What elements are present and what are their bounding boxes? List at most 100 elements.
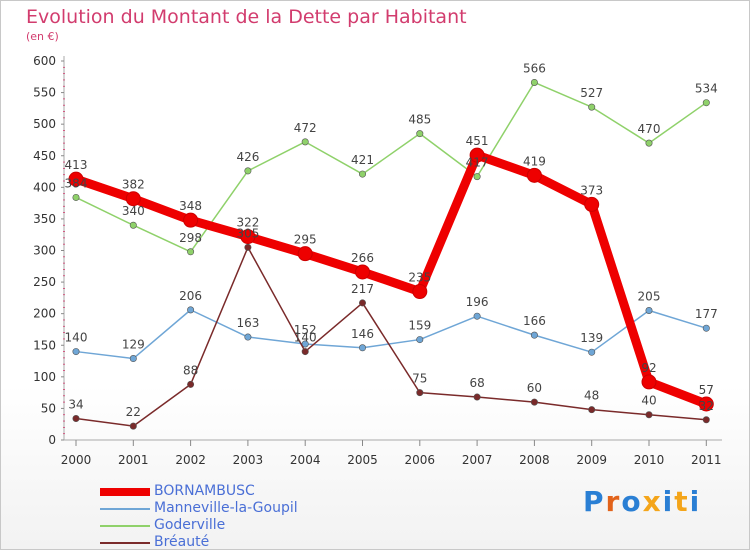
- data-label: 152: [294, 323, 317, 337]
- data-label: 413: [65, 158, 88, 172]
- data-point: [358, 170, 366, 178]
- data-label: 534: [695, 82, 718, 96]
- data-point: [358, 344, 366, 352]
- data-label: 32: [699, 399, 714, 413]
- data-point: [301, 138, 309, 146]
- x-tick-label: 2008: [519, 453, 550, 467]
- data-label: 68: [469, 376, 484, 390]
- data-point: [645, 139, 653, 147]
- y-tick-label: 300: [33, 244, 56, 258]
- data-label: 417: [466, 156, 489, 170]
- data-point: [129, 422, 137, 430]
- data-label: 22: [126, 405, 141, 419]
- data-label: 384: [65, 176, 88, 190]
- data-label: 140: [65, 331, 88, 345]
- data-point: [473, 393, 481, 401]
- data-label: 298: [179, 231, 202, 245]
- data-point: [473, 173, 481, 181]
- data-label: 419: [523, 154, 546, 168]
- x-tick-label: 2009: [576, 453, 607, 467]
- data-point: [702, 416, 710, 424]
- data-point: [530, 398, 538, 406]
- data-point: [358, 299, 366, 307]
- data-point: [530, 331, 538, 339]
- data-label: 34: [68, 398, 83, 412]
- legend-label: Goderville: [154, 517, 226, 533]
- data-label: 40: [641, 394, 656, 408]
- data-label: 470: [638, 122, 661, 136]
- data-label: 451: [466, 134, 489, 148]
- data-point: [412, 284, 428, 300]
- y-tick-label: 150: [33, 338, 56, 352]
- data-label: 140: [294, 331, 317, 345]
- legend-item: Manneville-la-Goupil: [100, 501, 420, 518]
- data-point: [68, 171, 84, 187]
- data-label: 206: [179, 289, 202, 303]
- series-line-2: [75, 81, 708, 253]
- y-tick-label: 250: [33, 275, 56, 289]
- logo-letter: i: [689, 485, 702, 518]
- x-tick-label: 2000: [61, 453, 92, 467]
- data-point: [72, 193, 80, 201]
- data-label: 382: [122, 178, 145, 192]
- chart-title: Evolution du Montant de la Dette par Hab…: [26, 6, 467, 28]
- logo-letter: o: [621, 485, 643, 518]
- data-label: 60: [527, 381, 542, 395]
- logo-letter: x: [642, 485, 663, 518]
- data-point: [183, 212, 199, 228]
- data-point: [240, 229, 256, 245]
- logo-letter: t: [674, 485, 690, 518]
- chart-legend: BORNAMBUSC Manneville-la-Goupil Goderville…: [100, 484, 420, 552]
- data-point: [702, 99, 710, 107]
- data-label: 139: [580, 331, 603, 345]
- data-label: 373: [580, 183, 603, 197]
- data-point: [187, 248, 195, 256]
- legend-swatch: [100, 542, 150, 544]
- y-tick-label: 0: [48, 433, 56, 447]
- x-tick-label: 2003: [233, 453, 264, 467]
- data-point: [702, 324, 710, 332]
- y-tick-label: 600: [33, 54, 56, 68]
- data-label: 177: [695, 307, 718, 321]
- legend-swatch: [100, 508, 150, 510]
- legend-label: Manneville-la-Goupil: [154, 500, 298, 516]
- data-label: 322: [236, 216, 259, 230]
- x-tick-label: 2002: [175, 453, 206, 467]
- x-tick-label: 2010: [634, 453, 665, 467]
- series-line-0: [71, 150, 711, 409]
- data-point: [588, 103, 596, 111]
- x-tick-label: 2007: [462, 453, 493, 467]
- legend-item: Bréauté: [100, 535, 420, 552]
- data-point: [244, 333, 252, 341]
- data-point: [129, 221, 137, 229]
- data-point: [588, 348, 596, 356]
- data-point: [530, 78, 538, 86]
- data-label: 566: [523, 61, 546, 75]
- data-point: [416, 130, 424, 138]
- line-chart: 0 50 100 150 200 250 300 350 400 450 500 550 600 2000…: [33, 54, 722, 467]
- data-label: 163: [236, 316, 259, 330]
- proxiti-logo: Proxiti: [583, 485, 701, 518]
- data-label: 295: [294, 233, 317, 247]
- data-point: [297, 246, 313, 262]
- data-point: [473, 312, 481, 320]
- legend-swatch: [100, 525, 150, 527]
- data-label: 146: [351, 327, 374, 341]
- data-point: [244, 167, 252, 175]
- data-label: 485: [408, 113, 431, 127]
- data-label: 166: [523, 314, 546, 328]
- data-point: [641, 374, 657, 390]
- data-point: [244, 243, 252, 251]
- data-point: [187, 380, 195, 388]
- legend-label: Bréauté: [154, 534, 210, 550]
- series-line-1: [75, 309, 708, 360]
- data-point: [698, 396, 714, 412]
- data-label: 48: [584, 389, 599, 403]
- data-label: 235: [408, 271, 431, 285]
- legend-swatch: [100, 488, 150, 496]
- x-tick-label: 2004: [290, 453, 321, 467]
- x-tick-label: 2005: [347, 453, 378, 467]
- data-point: [301, 340, 309, 348]
- data-label: 57: [699, 383, 714, 397]
- logo-letter: P: [583, 485, 606, 518]
